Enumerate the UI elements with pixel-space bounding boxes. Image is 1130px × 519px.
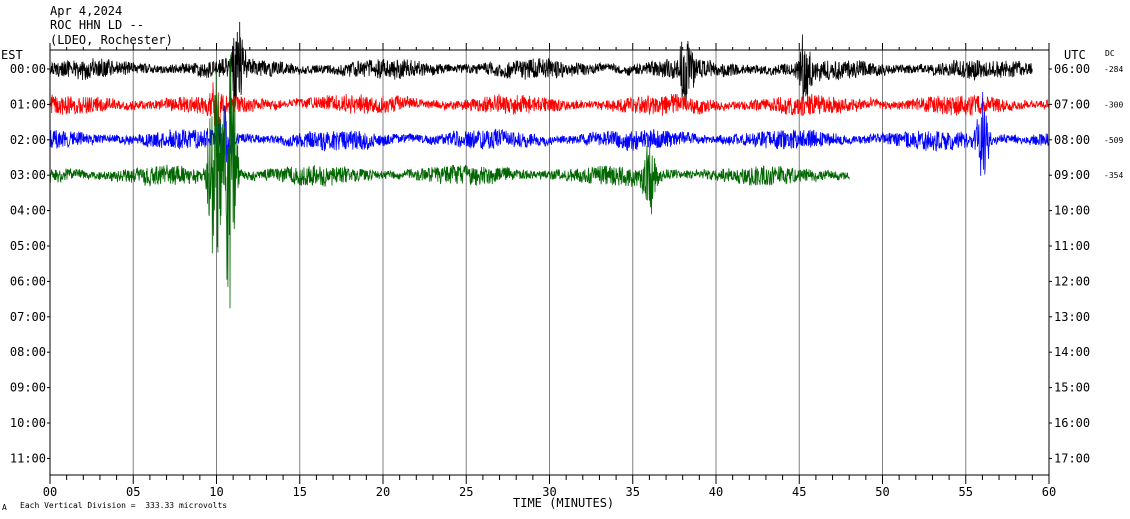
dc-offset-label: -509: [1104, 136, 1123, 145]
x-tick-label: 40: [709, 485, 723, 499]
utc-row-label: 10:00: [1054, 204, 1090, 218]
x-tick-label: 10: [209, 485, 223, 499]
est-row-label: 11:00: [10, 451, 46, 465]
chart-grid: [132, 50, 967, 475]
chart-traces: [49, 21, 1050, 309]
trace-row-0: [49, 21, 1033, 108]
est-row-label: 10:00: [10, 416, 46, 430]
x-tick-label: 35: [626, 485, 640, 499]
x-tick-label: 20: [376, 485, 390, 499]
trace-row-3: [49, 54, 850, 309]
est-row-label: 06:00: [10, 274, 46, 288]
utc-row-label: 06:00: [1054, 62, 1090, 76]
utc-axis-label: UTC: [1064, 48, 1086, 62]
est-row-label: 05:00: [10, 239, 46, 253]
utc-row-label: 13:00: [1054, 310, 1090, 324]
est-row-label: 02:00: [10, 133, 46, 147]
utc-row-label: 16:00: [1054, 416, 1090, 430]
x-axis-title: TIME (MINUTES): [513, 496, 615, 510]
est-row-label: 03:00: [10, 168, 46, 182]
x-tick-label: 05: [126, 485, 140, 499]
x-tick-label: 50: [875, 485, 889, 499]
x-tick-label: 00: [43, 485, 57, 499]
chart-ticks: [47, 43, 1052, 484]
utc-row-label: 11:00: [1054, 239, 1090, 253]
utc-row-label: 08:00: [1054, 133, 1090, 147]
dc-offset-label: -284: [1104, 65, 1123, 74]
chart-date: Apr 4,2024: [50, 4, 123, 18]
est-row-label: 01:00: [10, 97, 46, 111]
scale-note: Each Vertical Division = 333.33 microvol…: [20, 501, 228, 510]
est-axis-label: EST: [1, 48, 23, 62]
x-tick-label: 30: [542, 485, 556, 499]
utc-row-label: 17:00: [1054, 451, 1090, 465]
dc-offset-label: -354: [1104, 171, 1123, 180]
x-tick-label: 60: [1042, 485, 1056, 499]
utc-row-label: 14:00: [1054, 345, 1090, 359]
chart-network: (LDEO, Rochester): [50, 33, 173, 47]
x-tick-label: 55: [959, 485, 973, 499]
x-tick-label: 45: [792, 485, 806, 499]
utc-row-label: 09:00: [1054, 168, 1090, 182]
utc-row-label: 15:00: [1054, 381, 1090, 395]
chart-labels: 00 05 10 15 20 25 30 35 40 45 50 55 60 00:00 06:00 01:0…: [10, 62, 1124, 499]
utc-row-label: 12:00: [1054, 274, 1090, 288]
est-row-label: 08:00: [10, 345, 46, 359]
x-tick-label: 15: [293, 485, 307, 499]
x-tick-label: 25: [459, 485, 473, 499]
chart-station: ROC HHN LD --: [50, 18, 144, 32]
est-row-label: 09:00: [10, 381, 46, 395]
corner-mark: A: [2, 503, 7, 512]
dc-offset-label: -300: [1104, 100, 1123, 109]
est-row-label: 00:00: [10, 62, 46, 76]
utc-row-label: 07:00: [1054, 97, 1090, 111]
dc-header-label: DC: [1105, 49, 1115, 58]
est-row-label: 07:00: [10, 310, 46, 324]
est-row-label: 04:00: [10, 204, 46, 218]
